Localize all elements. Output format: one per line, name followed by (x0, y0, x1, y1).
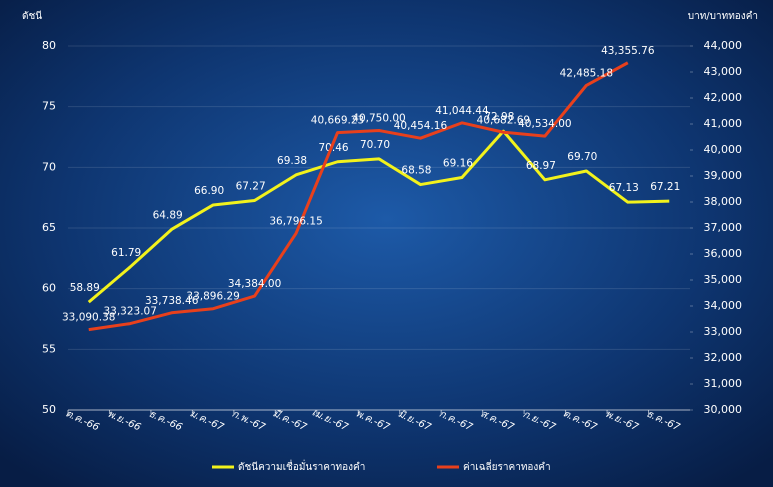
data-label: 41,044.44 (435, 105, 489, 117)
y2-tick-label: 40,000 (704, 143, 743, 156)
y2-tick-label: 38,000 (704, 195, 743, 208)
data-label: 61.79 (111, 247, 141, 259)
data-label: 70.70 (360, 139, 390, 151)
y-tick-label: 50 (42, 403, 56, 416)
data-label: 40,669.23 (311, 115, 364, 127)
series-line (87, 129, 670, 304)
y2-tick-label: 32,000 (704, 351, 743, 364)
y-tick-label: 75 (42, 100, 56, 113)
data-label: 36,796.15 (269, 215, 322, 227)
data-label: 40,454.16 (394, 120, 448, 132)
data-label: 58.89 (70, 282, 100, 294)
y-tick-label: 80 (42, 39, 56, 52)
data-label: 40,682.69 (477, 114, 530, 126)
data-label: 33,896.29 (186, 291, 239, 303)
data-label: 68.58 (401, 165, 431, 177)
y2-tick-label: 33,000 (704, 325, 743, 338)
y-axis-title: ดัชนี (22, 10, 42, 22)
data-label: 33,323.07 (103, 306, 156, 318)
y2-tick-label: 44,000 (704, 39, 743, 52)
y2-tick-label: 39,000 (704, 169, 743, 182)
y2-tick-label: 42,000 (704, 91, 743, 104)
data-label: 66.90 (194, 185, 224, 197)
data-label: 67.13 (609, 182, 639, 194)
legend-label: ดัชนีความเชื่อมั่นราคาทองคำ (238, 459, 365, 473)
data-label: 69.70 (567, 151, 597, 163)
data-label: 67.21 (650, 181, 680, 193)
data-label: 33,090.38 (62, 312, 115, 324)
data-label: 64.89 (153, 209, 183, 221)
data-label: 72.98 (484, 111, 514, 123)
y-tick-label: 65 (42, 221, 56, 234)
y2-tick-label: 37,000 (704, 221, 743, 234)
y-tick-label: 60 (42, 282, 56, 295)
y2-tick-label: 41,000 (704, 117, 743, 130)
y2-tick-label: 34,000 (704, 299, 743, 312)
y2-tick-label: 43,000 (704, 65, 743, 78)
y2-tick-label: 35,000 (704, 273, 743, 286)
data-label: 42,485.18 (560, 67, 613, 79)
y-tick-label: 70 (42, 160, 56, 173)
y-tick-label: 55 (42, 342, 56, 355)
y2-tick-label: 36,000 (704, 247, 743, 260)
data-label: 33,738.46 (145, 295, 199, 307)
data-label: 43,355.76 (601, 45, 655, 57)
data-label: 67.27 (236, 180, 266, 192)
data-label: 68.97 (526, 160, 556, 172)
y2-axis-title: บาท/บาททองคำ (688, 11, 758, 22)
data-label: 69.16 (443, 158, 473, 170)
data-label: 34,384.00 (228, 278, 281, 290)
data-label: 70.46 (319, 142, 349, 154)
data-label: 40,750.00 (352, 113, 405, 125)
data-label: 40,534.00 (518, 118, 571, 130)
data-label: 69.38 (277, 155, 307, 167)
y2-tick-label: 30,000 (704, 403, 743, 416)
series-line (88, 61, 629, 332)
y2-tick-label: 31,000 (704, 377, 743, 390)
legend-label: ค่าเฉลี่ยราคาทองคำ (463, 459, 551, 473)
